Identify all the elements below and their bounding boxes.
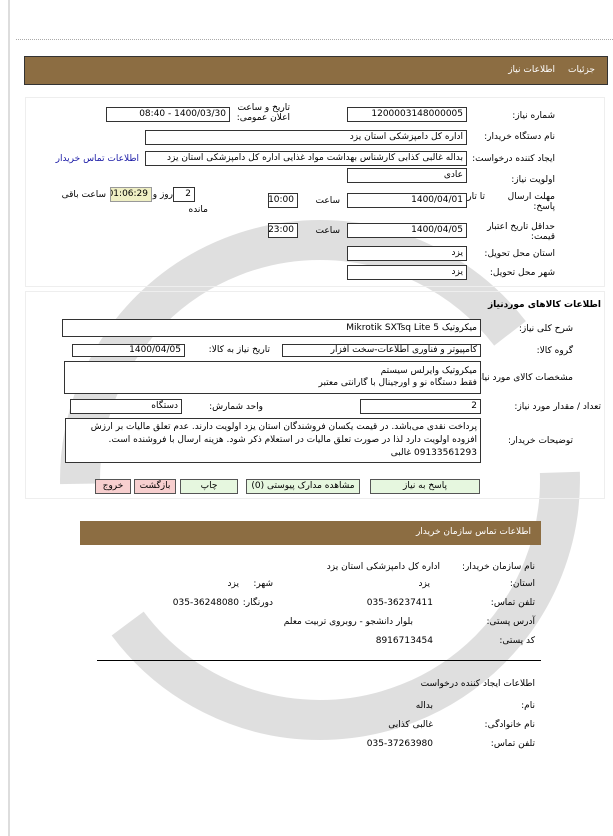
org-label: نام سازمان خریدار: xyxy=(462,562,535,572)
creator-label: ایجاد کننده درخواست: xyxy=(472,154,555,164)
notes-label: توضیحات خریدار: xyxy=(507,436,573,446)
province-label: استان محل تحویل: xyxy=(484,249,555,259)
phone-label: تلفن تماس: xyxy=(490,598,535,608)
validity-time-field: 23:00 xyxy=(268,223,298,238)
remaining-suffix: مانده xyxy=(188,205,208,215)
contact-header: اطلاعات تماس سازمان خریدار xyxy=(80,521,541,545)
days-remaining-field: 2 xyxy=(173,187,195,202)
deadline-label: مهلت ارسال پاسخ: xyxy=(507,192,555,212)
unit-label: واحد شمارش: xyxy=(209,402,263,412)
contact-city-label: شهر: xyxy=(253,579,273,589)
deadline-time-label: ساعت xyxy=(315,196,341,206)
buyer-contact-link[interactable]: اطلاعات تماس خریدار xyxy=(55,154,139,164)
notes-field: پرداخت نقدی می‌باشد. در قیمت یکسان فروشن… xyxy=(65,418,481,463)
breadcrumb-details[interactable]: جزئیات xyxy=(568,65,595,75)
deadline-to-date-label: تا تاریخ: xyxy=(455,192,485,202)
buyer-label: نام دستگاه خریدار: xyxy=(484,132,555,142)
contact-city-value: یزد xyxy=(227,579,239,589)
validity-time-label: ساعت xyxy=(315,226,341,236)
qty-field: 2 xyxy=(360,399,481,414)
spec-line-1: میکروتیک وایرلس سیستم xyxy=(380,366,477,376)
attachments-button[interactable]: مشاهده مدارک پیوستی (0) xyxy=(246,479,360,494)
announce-label: تاریخ و ساعت اعلان عمومی: xyxy=(236,103,290,123)
announce-field: 1400/03/30 - 08:40 xyxy=(106,107,230,122)
contact-title: اطلاعات تماس سازمان خریدار xyxy=(415,527,531,537)
need-date-label: تاریخ نیاز به کالا: xyxy=(208,345,270,355)
name-value: بداله xyxy=(415,701,433,711)
group-field: کامپیوتر و فناوری اطلاعات-سخت افزار xyxy=(282,344,481,357)
family-value: غالبی کذابی xyxy=(388,720,433,730)
goods-title: اطلاعات کالاهای موردنیاز xyxy=(487,300,601,310)
org-value: اداره کل دامپزشکی استان یزد xyxy=(326,562,440,572)
buyer-field: اداره کل دامپزشکی استان یزد xyxy=(145,130,467,145)
breadcrumb-need-info[interactable]: اطلاعات نیاز xyxy=(508,65,555,75)
exit-button[interactable]: خروج xyxy=(95,479,131,494)
spec-label: مشخصات کالای مورد نیاز: xyxy=(474,373,573,383)
province-field: یزد xyxy=(347,246,467,261)
fax-value: 035-36248080 xyxy=(172,598,239,608)
creator-phone-value: 035-37263980 xyxy=(366,739,433,749)
city-label: شهر محل تحویل: xyxy=(489,268,555,278)
need-number-label: شماره نیاز: xyxy=(512,111,555,121)
unit-field: دستگاه xyxy=(70,399,182,414)
creator-phone-label: تلفن تماس: xyxy=(490,739,535,749)
need-date-field: 1400/04/05 xyxy=(72,344,185,357)
family-label: نام خانوادگی: xyxy=(484,720,535,730)
address-label: آدرس پستی: xyxy=(486,617,536,627)
spec-line-2: فقط دستگاه نو و اورجینال با گارانتی معتب… xyxy=(318,378,478,388)
desc-label: شرح کلی نیاز: xyxy=(518,324,573,334)
deadline-time-field: 10:00 xyxy=(268,193,298,208)
address-value: بلوار دانشجو - روبروی تربیت معلم xyxy=(283,617,413,627)
group-label: گروه کالا: xyxy=(536,346,573,356)
remaining-label: ساعت باقی xyxy=(61,190,106,200)
contact-province-value: یزد xyxy=(418,579,430,589)
validity-date-field: 1400/04/05 xyxy=(347,223,467,238)
header-bar: جزئیات اطلاعات نیاز xyxy=(24,56,608,85)
back-button[interactable]: بازگشت xyxy=(134,479,176,494)
desc-field: میکروتیک Mikrotik SXTsq Lite 5 xyxy=(62,319,481,337)
creator-field: بداله غالبی کذابی کارشناس بهداشت مواد غذ… xyxy=(145,151,467,166)
left-border xyxy=(8,0,10,836)
phone-value: 035-36237411 xyxy=(366,598,433,608)
deadline-date-field: 1400/04/01 xyxy=(347,193,467,208)
need-number-field: 1200003148000005 xyxy=(347,107,467,122)
need-panel xyxy=(25,97,605,287)
priority-label: اولویت نیاز: xyxy=(511,175,555,185)
contact-divider xyxy=(97,660,541,661)
print-button[interactable]: چاپ xyxy=(180,479,238,494)
priority-field: عادی xyxy=(347,168,467,183)
postal-label: کد پستی: xyxy=(499,636,535,646)
fax-label: دورنگار: xyxy=(242,598,273,608)
spec-field: میکروتیک وایرلس سیستم فقط دستگاه نو و او… xyxy=(64,361,481,394)
contact-province-label: استان: xyxy=(509,579,535,589)
city-field: یزد xyxy=(347,265,467,280)
top-divider xyxy=(16,39,613,40)
name-label: نام: xyxy=(521,701,535,711)
days-label: روز و xyxy=(152,190,173,200)
validity-label: حداقل تاریخ اعتبار قیمت: xyxy=(487,222,555,242)
qty-label: تعداد / مقدار مورد نیاز: xyxy=(514,402,601,412)
goods-panel xyxy=(25,291,605,499)
postal-value: 8916713454 xyxy=(375,636,433,646)
creator-info-title: اطلاعات ایجاد کننده درخواست xyxy=(420,679,535,689)
reply-button[interactable]: پاسخ به نیاز xyxy=(370,479,480,494)
remaining-time-field: 01:06:29 xyxy=(110,187,152,202)
